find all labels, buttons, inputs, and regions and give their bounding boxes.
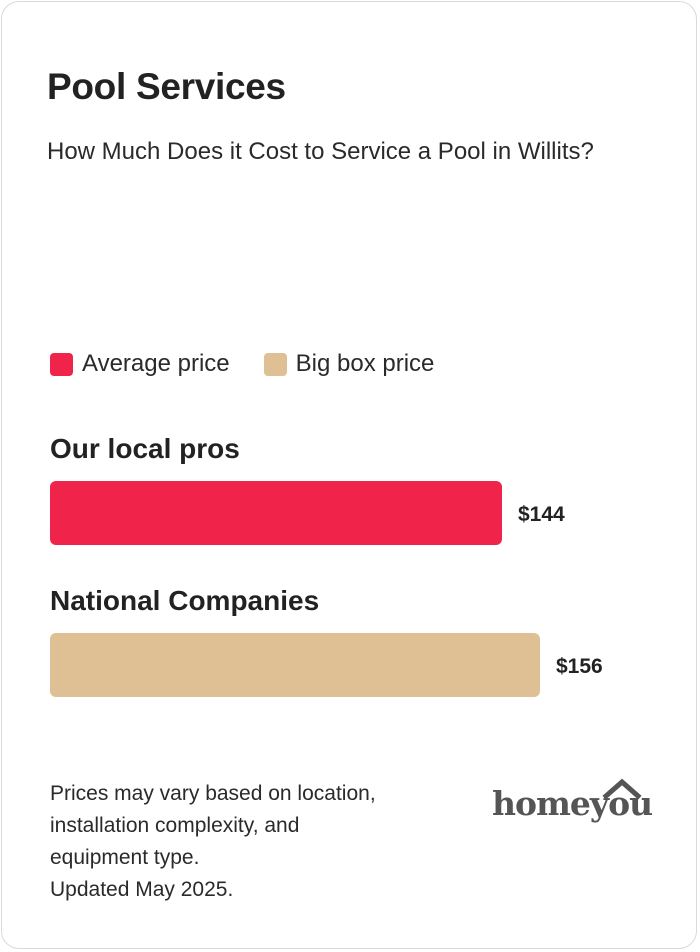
house-roof-icon: [602, 778, 642, 800]
page-subtitle: How Much Does it Cost to Service a Pool …: [47, 138, 594, 165]
value-label-local-pros: $144: [518, 503, 565, 526]
homeyou-logo: homeyou: [492, 776, 656, 828]
legend-swatch-average: [50, 352, 73, 376]
footnote-line: Prices may vary based on location,: [50, 782, 376, 805]
bar-local-pros: [50, 481, 502, 545]
value-label-national-companies: $156: [556, 655, 603, 678]
category-label-local-pros: Our local pros: [50, 433, 240, 464]
footnote: Prices may vary based on location, insta…: [50, 778, 376, 906]
chart-legend: Average price Big box price: [50, 350, 468, 378]
legend-label-big-box: Big box price: [295, 350, 435, 377]
legend-label-average: Average price: [82, 350, 230, 377]
legend-item-average: Average price: [50, 350, 230, 378]
legend-swatch-big-box: [263, 352, 287, 376]
bar-national-companies: [50, 633, 540, 697]
logo-text: homeyou: [492, 784, 653, 823]
footnote-updated: Updated May 2025.: [50, 878, 234, 901]
category-label-national-companies: National Companies: [50, 585, 320, 616]
legend-item-big-box: Big box price: [263, 350, 435, 378]
footnote-line: installation complexity, and: [50, 814, 300, 837]
page-title: Pool Services: [47, 66, 286, 107]
footnote-line: equipment type.: [50, 846, 200, 869]
